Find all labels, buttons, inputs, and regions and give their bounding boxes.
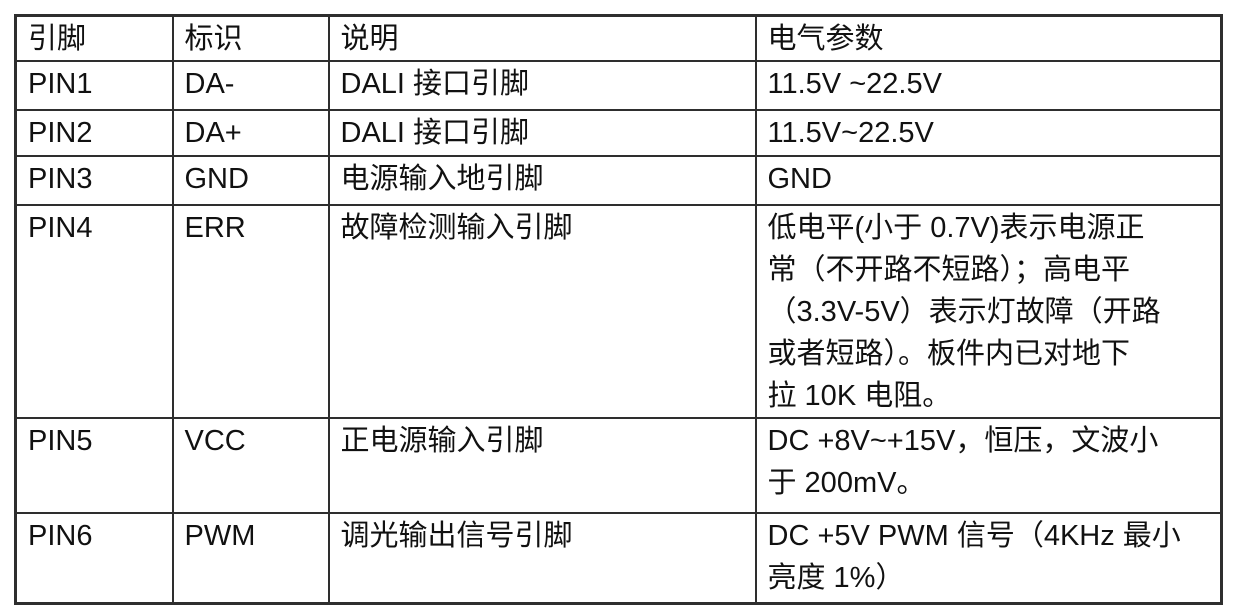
col-header-desc: 说明	[327, 14, 757, 62]
table-row: PIN6 PWM 调光输出信号引脚 DC +5V PWM 信号（4KHz 最小 …	[14, 512, 1223, 604]
cell-desc: 电源输入地引脚	[327, 155, 757, 206]
col-header-mark: 标识	[171, 14, 330, 62]
table-row: PIN3 GND 电源输入地引脚 GND	[14, 155, 1223, 206]
col-header-params: 电气参数	[754, 14, 1223, 62]
cell-pin: PIN6	[14, 512, 174, 604]
cell-desc: 调光输出信号引脚	[327, 512, 757, 604]
cell-mark: PWM	[171, 512, 330, 604]
cell-pin: PIN3	[14, 155, 174, 206]
col-header-pin: 引脚	[14, 14, 174, 62]
table-row: PIN2 DA+ DALI 接口引脚 11.5V~22.5V	[14, 109, 1223, 157]
table-row: PIN5 VCC 正电源输入引脚 DC +8V~+15V，恒压，文波小 于 20…	[14, 417, 1223, 514]
cell-params: 低电平(小于 0.7V)表示电源正 常（不开路不短路）；高电平 （3.3V-5V…	[754, 204, 1223, 419]
cell-mark: GND	[171, 155, 330, 206]
cell-desc: DALI 接口引脚	[327, 60, 757, 111]
cell-pin: PIN4	[14, 204, 174, 419]
cell-desc: 正电源输入引脚	[327, 417, 757, 514]
cell-pin: PIN1	[14, 60, 174, 111]
cell-params: GND	[754, 155, 1223, 206]
cell-mark: DA-	[171, 60, 330, 111]
header-row: 引脚 标识 说明 电气参数	[14, 14, 1223, 62]
cell-mark: DA+	[171, 109, 330, 157]
pin-description-table: 引脚 标识 说明 电气参数 PIN1 DA- DALI 接口引脚 11.5V ~…	[14, 14, 1223, 605]
cell-params: 11.5V~22.5V	[754, 109, 1223, 157]
cell-pin: PIN2	[14, 109, 174, 157]
cell-mark: VCC	[171, 417, 330, 514]
cell-mark: ERR	[171, 204, 330, 419]
cell-desc: 故障检测输入引脚	[327, 204, 757, 419]
table-row: PIN1 DA- DALI 接口引脚 11.5V ~22.5V	[14, 60, 1223, 111]
table-row: PIN4 ERR 故障检测输入引脚 低电平(小于 0.7V)表示电源正 常（不开…	[14, 204, 1223, 419]
cell-params: DC +5V PWM 信号（4KHz 最小 亮度 1%）	[754, 512, 1223, 604]
cell-params: DC +8V~+15V，恒压，文波小 于 200mV。	[754, 417, 1223, 514]
cell-desc: DALI 接口引脚	[327, 109, 757, 157]
cell-pin: PIN5	[14, 417, 174, 514]
cell-params: 11.5V ~22.5V	[754, 60, 1223, 111]
